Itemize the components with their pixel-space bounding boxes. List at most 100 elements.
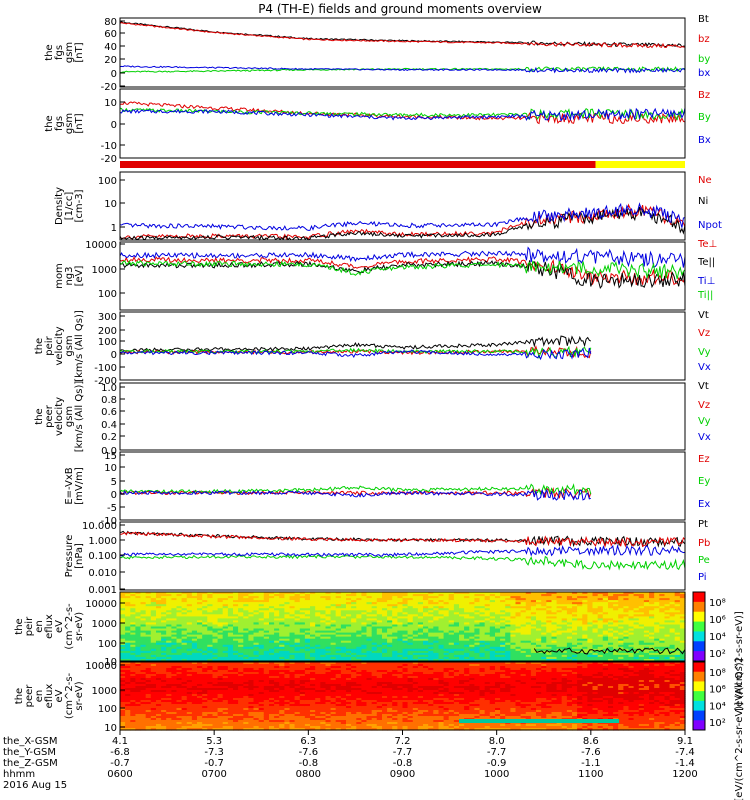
spectrogram-cell [412, 632, 419, 636]
spectrogram-cell [376, 592, 383, 595]
spectrogram-cell [304, 592, 311, 595]
spectrogram-cell [304, 624, 311, 628]
spectrogram-cell [530, 608, 537, 611]
spectrogram-cell [279, 640, 285, 644]
spectrogram-cell [304, 630, 311, 634]
spectrogram-cell [140, 614, 147, 617]
spectrogram-cell [679, 656, 686, 660]
spectrogram-cell [356, 642, 362, 646]
spacecraft-potential-line [533, 647, 686, 655]
figure-title: P4 (TH-E) fields and ground moments over… [258, 2, 542, 16]
spectrogram-cell [510, 618, 517, 621]
spectrogram-cell [572, 598, 578, 601]
spectrogram-cell [659, 632, 665, 636]
spectrogram-cell [356, 618, 362, 621]
spectrogram-cell [140, 662, 147, 665]
spectrogram-cell [197, 612, 203, 615]
spectrogram-cell [299, 592, 306, 595]
spectrogram-cell [638, 634, 645, 638]
spectrogram-cell [176, 606, 183, 609]
spectrogram-cell [191, 659, 198, 662]
spectrogram-cell [140, 672, 147, 675]
spectrogram-cell [145, 708, 152, 711]
spectrogram-cell [382, 636, 388, 640]
spectrogram-cell [489, 656, 496, 660]
spectrogram-cell [649, 659, 655, 662]
spectrogram-cell [274, 646, 280, 650]
spectrogram-cell [638, 628, 645, 632]
spectrogram-cell [489, 606, 496, 609]
spectrogram-cell [674, 610, 681, 613]
spectrogram-cell [561, 644, 568, 648]
spectrogram-cell [412, 594, 419, 597]
spectrogram-cell [361, 630, 368, 634]
spectrogram-cell [679, 610, 686, 613]
spectrogram-cell [536, 594, 542, 597]
spectrogram-cell [335, 620, 342, 623]
y-tick-label: 0.001 [88, 585, 117, 596]
y-tick-label: 0.010 [88, 568, 117, 579]
spectrogram-cell [515, 622, 522, 625]
spectrogram-cell [587, 630, 594, 634]
spectrogram-cell [602, 646, 609, 650]
spectrogram-cell [202, 652, 208, 656]
spectrogram-cell [125, 688, 131, 691]
spectrogram-cell [289, 630, 296, 634]
spectrogram-cell [674, 612, 681, 615]
spectrogram-cell [340, 638, 347, 642]
spectrogram-cell [171, 632, 178, 636]
spectrogram-cell [150, 694, 157, 697]
spectrogram-cell [269, 642, 275, 646]
spectrogram-cell [654, 644, 660, 648]
spectrogram-cell [258, 650, 265, 654]
spectrogram-cell [438, 618, 445, 621]
spectrogram-cell [166, 640, 172, 644]
spectrogram-cell [299, 598, 306, 601]
spectrogram-cell [130, 698, 136, 701]
spectrogram-cell [253, 618, 260, 621]
series-line-blue [119, 65, 686, 74]
spectrogram-cell [561, 598, 568, 601]
spectrogram-cell [310, 630, 316, 634]
spectrogram-cell [361, 606, 368, 609]
spectrogram-cell [623, 604, 630, 607]
spectrogram-cell [320, 624, 326, 628]
spectrogram-cell [397, 600, 404, 603]
spectrogram-cell [530, 636, 537, 640]
spectrogram-cell [520, 600, 527, 603]
spectrogram-cell [495, 636, 501, 640]
spectrogram-cell [156, 640, 162, 644]
spectrogram-cell [608, 656, 614, 660]
spectrogram-cell [279, 650, 285, 654]
spectrogram-cell [366, 596, 373, 599]
spectrogram-cell [135, 644, 142, 648]
spectrogram-cell [150, 628, 157, 632]
spectrogram-cell [479, 628, 486, 632]
spectrogram-cell [135, 630, 142, 634]
spectrogram-cell [171, 628, 178, 632]
spectrogram-cell [243, 654, 249, 658]
spectrogram-cell [582, 630, 588, 634]
spectrogram-cell [495, 596, 501, 599]
spectrogram-cell [222, 620, 229, 623]
spectrogram-cell [561, 638, 568, 642]
spectrogram-cell [464, 634, 470, 638]
spectrogram-cell [197, 656, 203, 660]
spectrogram-cell [243, 600, 249, 603]
spectrogram-cell [638, 602, 645, 605]
spectrogram-cell [505, 618, 511, 621]
spectrogram-cell [479, 642, 486, 646]
spectrogram-cell [310, 648, 316, 652]
spectrogram-cell [433, 608, 439, 611]
spectrogram-cell [325, 656, 332, 660]
y-tick-label: -20 [101, 154, 117, 165]
spectrogram-cell [125, 648, 131, 652]
spectrogram-cell [428, 646, 434, 650]
spectrogram-cell [125, 608, 131, 611]
spectrogram-cell [330, 620, 337, 623]
spectrogram-cell [505, 640, 511, 644]
spectrogram-cell [649, 612, 655, 615]
spectrogram-cell [135, 704, 142, 707]
spectrogram-cell [628, 652, 635, 656]
